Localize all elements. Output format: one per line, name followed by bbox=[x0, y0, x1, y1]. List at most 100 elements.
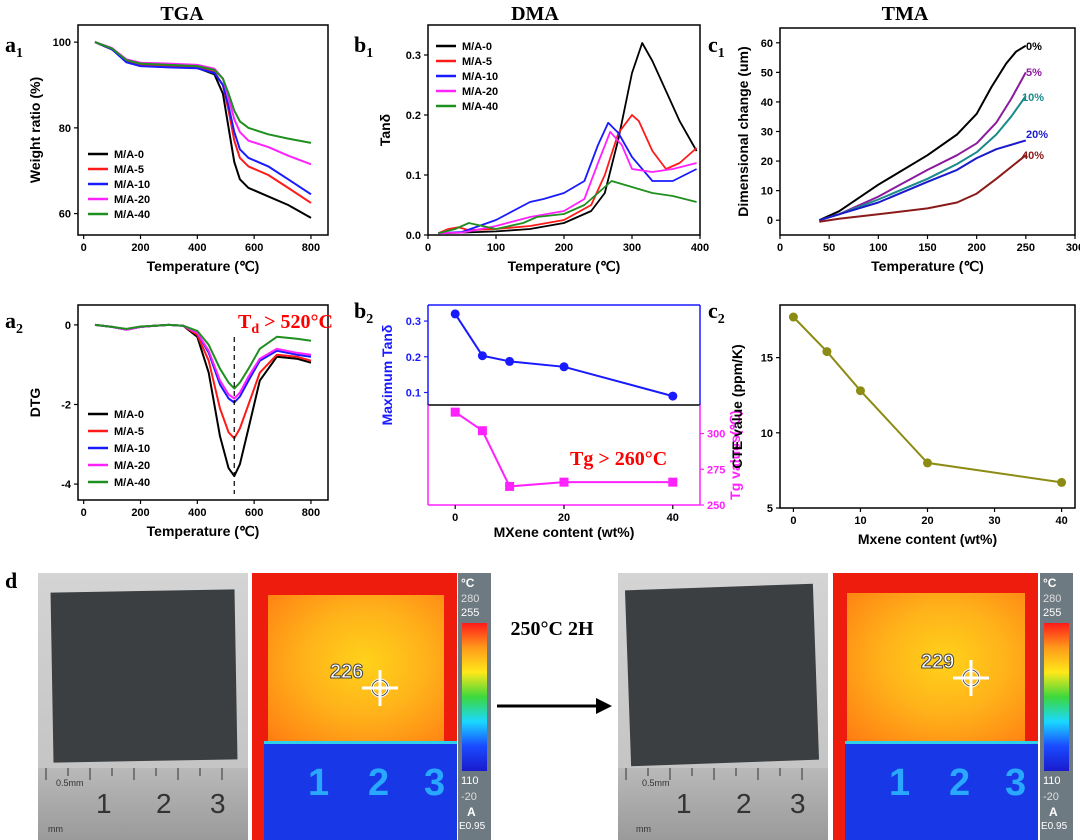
ruler-number-3-after: 3 bbox=[790, 788, 806, 819]
b1-series-m-a-0 bbox=[438, 42, 698, 235]
a1-ytick-label: 80 bbox=[59, 123, 71, 135]
a1-legend-label: M/A-20 bbox=[114, 194, 150, 206]
color-scale-bar-after bbox=[1044, 623, 1069, 771]
c1-curve-label: 0% bbox=[1026, 41, 1042, 53]
b2-xtick-label: 0 bbox=[452, 512, 458, 524]
b1-ytick-label: 0.1 bbox=[406, 170, 421, 182]
b2-bottom-ytick-label: 275 bbox=[707, 464, 725, 476]
c2-point-cte bbox=[1057, 477, 1067, 487]
c2-xtick-label: 40 bbox=[1055, 515, 1067, 527]
b1-series-m-a-40 bbox=[437, 180, 697, 235]
header-tma: TMA bbox=[882, 3, 929, 25]
a1-xtick-label: 600 bbox=[245, 242, 263, 254]
scale-unit: °C bbox=[461, 576, 475, 590]
ruler-number-1: 1 bbox=[96, 788, 112, 819]
ruler-number-1-after: 1 bbox=[676, 788, 692, 819]
a2-xtick-label: 400 bbox=[188, 507, 206, 519]
header-dma: DMA bbox=[511, 3, 559, 25]
b2-point-max-tan bbox=[505, 356, 515, 366]
a1-xtick-label: 0 bbox=[81, 242, 87, 254]
c1-curve-label: 20% bbox=[1026, 129, 1048, 141]
a1-series-m-a-10 bbox=[94, 41, 312, 196]
c1-xtick-label: 0 bbox=[777, 242, 783, 254]
b2-top-ytick-label: 0.1 bbox=[406, 388, 421, 400]
c1-xlabel: Temperature (℃) bbox=[871, 258, 984, 274]
thermal-scale-before: °C 280 255 110 -20 A E0.95 bbox=[458, 573, 491, 840]
c1-xtick-label: 300 bbox=[1066, 242, 1080, 254]
c1-xtick-label: 200 bbox=[967, 242, 985, 254]
b1-legend-label: M/A-10 bbox=[462, 71, 498, 83]
a1-legend-label: M/A-10 bbox=[114, 179, 150, 191]
b2-ylabel-bottom: Tg values(℃) bbox=[727, 410, 743, 500]
a2-ylabel: DTG bbox=[27, 388, 43, 418]
c1-xtick-label: 100 bbox=[869, 242, 887, 254]
b1-ytick-label: 0.2 bbox=[406, 110, 421, 122]
c1-xtick-label: 150 bbox=[918, 242, 936, 254]
header-tga: TGA bbox=[160, 3, 204, 25]
b1-series-m-a-20 bbox=[438, 130, 697, 235]
a2-xtick-label: 0 bbox=[81, 507, 87, 519]
sample-film-after bbox=[624, 583, 820, 767]
a1-series-m-a-40 bbox=[94, 41, 312, 144]
thermal-image-before: 1 2 3 226 bbox=[252, 573, 457, 840]
c1-ytick-label: 30 bbox=[761, 127, 773, 139]
b1-ytick-label: 0.3 bbox=[406, 50, 421, 62]
thermal-hot-region-before bbox=[268, 595, 444, 745]
c2-xlabel: Mxene content (wt%) bbox=[858, 531, 997, 547]
scale-unit-after: °C bbox=[1043, 576, 1057, 590]
b2-top-ytick-label: 0.3 bbox=[406, 316, 421, 328]
panel-label-b2: b2 bbox=[354, 298, 373, 327]
a2-xtick-label: 600 bbox=[245, 507, 263, 519]
b2-top-ytick-label: 0.2 bbox=[406, 352, 421, 364]
panel-label-a2: a2 bbox=[5, 308, 23, 337]
scale-hi-after: 255 bbox=[1043, 607, 1062, 619]
b1-series-m-a-10 bbox=[438, 121, 698, 235]
c1-curve-label: 5% bbox=[1026, 67, 1042, 79]
scale-max-after: 280 bbox=[1043, 593, 1062, 605]
b1-xtick-label: 400 bbox=[691, 242, 709, 254]
b2-xlabel: MXene content (wt%) bbox=[494, 524, 635, 540]
tg-annotation: Tg > 260°C bbox=[570, 448, 667, 470]
c2-ylabel: CTE value (ppm/K) bbox=[729, 344, 745, 468]
b2-point-max-tan bbox=[450, 309, 460, 319]
c2-ytick-label: 10 bbox=[761, 428, 773, 440]
scale-emissivity: E0.95 bbox=[459, 821, 486, 832]
c1-curve-label: 10% bbox=[1022, 92, 1044, 104]
c2-series-cte bbox=[792, 316, 1062, 484]
b1-axes: 0 100 200 300 400 0.0 0.1 0.2 0.3 Temperature (℃)… bbox=[377, 24, 709, 274]
b1-legend-label: M/A-20 bbox=[462, 86, 498, 98]
c1-series-5- bbox=[819, 71, 1027, 222]
a1-ylabel: Weight ratio (%) bbox=[27, 77, 43, 183]
c1-ytick-label: 20 bbox=[761, 156, 773, 168]
thermal-readout-after: 229 bbox=[920, 651, 955, 674]
color-scale-bar bbox=[462, 623, 487, 771]
c2-axes: 0 10 20 30 40 5 10 15 Mxene content (wt%) CTE val… bbox=[729, 304, 1076, 547]
b1-xtick-label: 0 bbox=[425, 242, 431, 254]
a1-xtick-label: 200 bbox=[131, 242, 149, 254]
a1-xtick-label: 800 bbox=[302, 242, 320, 254]
a2-ytick-label: -2 bbox=[61, 399, 71, 411]
b2-point-max-tan bbox=[559, 362, 569, 372]
b2-bottom-ytick-label: 300 bbox=[707, 429, 725, 441]
ruler-unit-bottom-after: mm bbox=[636, 824, 651, 834]
c2-xtick-label: 20 bbox=[921, 515, 933, 527]
a1-legend-label: M/A-0 bbox=[114, 149, 144, 161]
c1-series-0- bbox=[818, 44, 1027, 222]
thermal-cold-region-before: 1 2 3 bbox=[264, 741, 457, 840]
c1-ytick-label: 50 bbox=[761, 67, 773, 79]
a2-xtick-label: 200 bbox=[131, 507, 149, 519]
a2-frame bbox=[77, 304, 329, 501]
crosshair-icon bbox=[362, 670, 398, 706]
thermal-image-after: 1 2 3 229 bbox=[833, 573, 1038, 840]
scale-hi: 255 bbox=[461, 607, 480, 619]
c1-series-20- bbox=[819, 139, 1027, 222]
c2-point-cte bbox=[788, 312, 798, 322]
a1-legend-label: M/A-5 bbox=[114, 164, 144, 176]
a2-legend-label: M/A-5 bbox=[114, 426, 144, 438]
c2-ytick-label: 15 bbox=[761, 353, 773, 365]
scale-mode-after: A bbox=[1049, 805, 1058, 819]
a1-frame bbox=[77, 24, 329, 236]
ruler-unit-bottom: mm bbox=[48, 824, 63, 834]
b1-legend-label: M/A-5 bbox=[462, 56, 492, 68]
